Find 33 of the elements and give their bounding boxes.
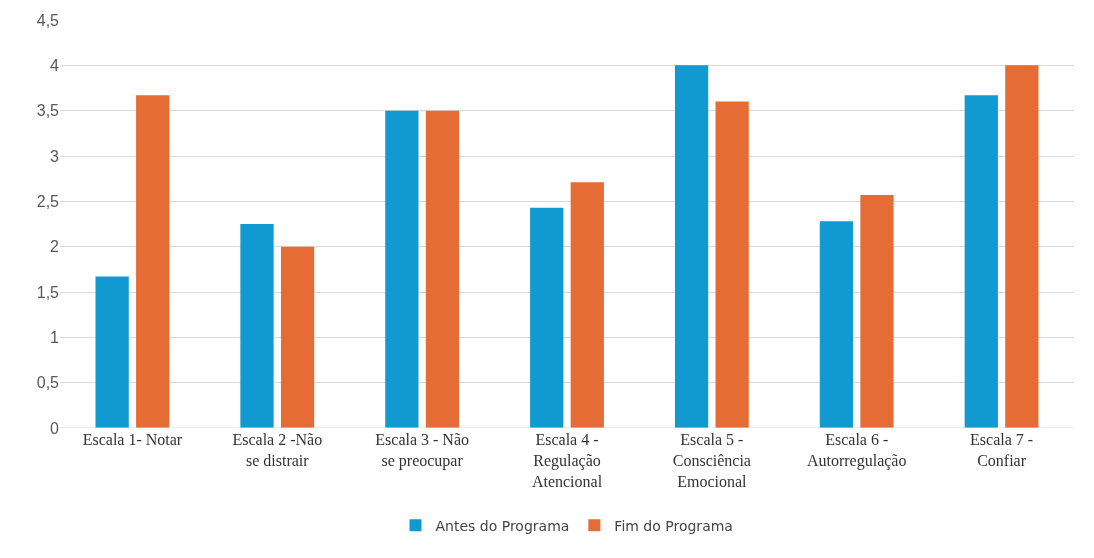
y-tick-label: 4 <box>50 56 60 74</box>
bar <box>240 224 274 428</box>
x-tick-label: Escala 7 - Confiar <box>970 431 1034 469</box>
bar <box>860 194 894 428</box>
y-tick-label: 1 <box>50 328 60 346</box>
bar <box>530 207 564 428</box>
legend-label: Fim do Programa <box>614 517 733 534</box>
bar <box>385 110 419 428</box>
bar <box>964 95 998 428</box>
x-tick-label: Escala 4 - Regulação Atencional <box>531 431 603 490</box>
bar <box>136 95 170 428</box>
bar <box>715 101 749 428</box>
y-tick-label: 4,5 <box>36 11 60 29</box>
bar <box>95 276 129 428</box>
bar <box>674 65 709 428</box>
x-tick-label: Escala 2 -Não se distrair <box>232 431 323 469</box>
y-tick-label: 1,5 <box>36 283 60 301</box>
y-tick-label: 0,5 <box>36 374 60 392</box>
y-tick-label: 3,5 <box>36 102 60 120</box>
x-tick-label: Escala 5 - Consciência Emocional <box>672 431 751 490</box>
y-tick-label: 0 <box>50 419 60 437</box>
x-tick-label: Escala 3 - Não se preocupar <box>375 431 470 470</box>
bar <box>425 110 460 428</box>
bar <box>1005 65 1039 428</box>
bar <box>819 221 854 428</box>
bar <box>570 182 604 428</box>
x-tick-label: Escala 1- Notar <box>82 431 183 448</box>
y-tick-label: 2,5 <box>36 192 60 210</box>
y-tick-label: 3 <box>50 147 60 165</box>
x-tick-label: Escala 6 - Autorregulação <box>806 431 907 470</box>
legend-label: Antes do Programa <box>435 517 570 534</box>
y-tick-label: 2 <box>50 238 60 256</box>
bar <box>280 246 315 428</box>
